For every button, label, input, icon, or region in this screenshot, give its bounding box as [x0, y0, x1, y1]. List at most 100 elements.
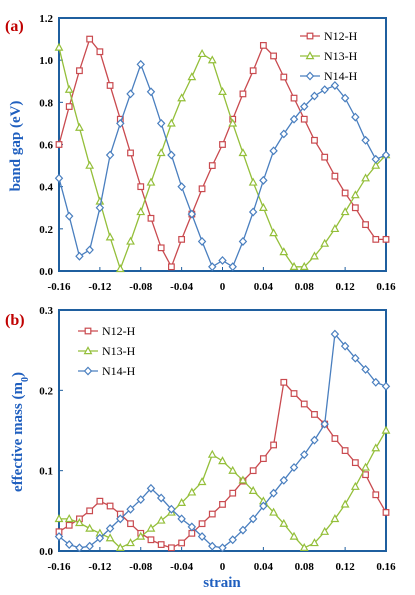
panel-b-y-tick-label: 0.1 — [39, 466, 53, 478]
panel-a-data-point-n12-h — [178, 235, 186, 243]
panel-a-data-point-n13-h — [197, 48, 207, 58]
panel-b-data-point-n14-h — [228, 535, 237, 545]
panel-b-data-point-n12-h — [106, 502, 114, 510]
panel-b-data-point-n12-h — [280, 378, 288, 386]
panel-b-x-tick-label: 0.12 — [336, 561, 356, 573]
panel-a-y-tick-label: 0.2 — [39, 224, 53, 236]
panel-b-data-point-n12-h — [219, 501, 226, 508]
panel-a-data-point-n12-h — [331, 172, 339, 180]
panel-a-x-tick-label: 0.08 — [295, 281, 315, 293]
panel-b-legend-marker-n14-h — [83, 366, 93, 376]
panel-a-data-point-n12-h — [290, 94, 298, 102]
panel-b-data-point-n12-h — [168, 544, 175, 552]
panel-a-data-point-n13-h — [371, 160, 381, 169]
panel-a-data-point-n13-h — [207, 55, 217, 64]
panel-a-legend-label-n14-h: N14-H — [324, 69, 358, 83]
panel-a-y-tick-label: 0.4 — [39, 182, 53, 194]
panel-a-data-point-n13-h — [238, 148, 248, 157]
panel-a-data-point-n14-h — [197, 237, 207, 246]
panel-b-data-point-n12-h — [372, 491, 380, 499]
panel-a-data-point-n13-h — [340, 207, 350, 216]
panel-b-data-point-n12-h — [362, 471, 369, 479]
panel-b-data-point-n14-h — [64, 540, 74, 550]
panel-b-y-axis-label-sub: 0 — [20, 377, 31, 382]
panel-a-data-point-n14-h — [279, 129, 289, 139]
panel-b-data-point-n13-h — [340, 499, 350, 508]
panel-a-data-point-n14-h — [116, 118, 125, 128]
panel-a-data-point-n14-h — [218, 255, 227, 265]
panel-a-data-point-n14-h — [167, 150, 176, 160]
panel-b-data-point-n14-h — [136, 495, 145, 505]
panel-a-data-point-n13-h — [177, 93, 187, 102]
panel-b-legend-marker-n13-h — [83, 346, 93, 355]
panel-b-y-axis-label: effective mass (m0) — [10, 372, 31, 492]
panel-b-y-tick-label: 0.0 — [39, 546, 53, 558]
panel-b-data-point-n13-h — [115, 542, 125, 551]
panel-a-data-point-n12-h — [382, 235, 390, 243]
panel-b-data-point-n13-h — [228, 465, 238, 474]
panel-b-data-point-n14-h — [269, 488, 278, 498]
panel-a-data-point-n14-h — [238, 237, 248, 246]
panel-b-data-point-n12-h — [86, 507, 94, 515]
panel-b-data-point-n14-h — [279, 475, 289, 485]
panel-b-data-point-n13-h — [218, 456, 227, 465]
panel-b-data-point-n14-h — [320, 419, 329, 429]
panel-b-data-point-n13-h — [156, 515, 166, 524]
panel-b-data-point-n13-h — [279, 518, 289, 527]
panel-b-data-point-n12-h — [331, 435, 339, 442]
panel-b-x-tick-label: -0.16 — [48, 561, 71, 573]
panel-a-data-point-n13-h — [115, 264, 125, 273]
panel-b-data-point-n14-h — [381, 381, 391, 391]
panel-b-data-point-n14-h — [289, 462, 299, 472]
panel-b-data-point-n14-h — [197, 532, 207, 542]
panel-b-data-point-n13-h — [320, 526, 330, 535]
panel-b-data-point-n13-h — [381, 425, 391, 434]
panel-a-data-point-n13-h — [187, 72, 197, 81]
panel-b-data-point-n13-h — [197, 477, 207, 486]
panel-b-data-point-n13-h — [289, 531, 299, 540]
panel-a-data-point-n14-h — [177, 182, 186, 192]
panel-b-legend-label-n14-h: N14-H — [102, 364, 136, 378]
panel-a-legend — [292, 22, 382, 80]
panel-b: (b) effective mass (m0) -0.16 -0.12 -0.08-… — [5, 305, 396, 591]
panel-a-x-tick-label: 0.12 — [336, 281, 356, 293]
panel-b-y-tick-label: 0.2 — [39, 385, 53, 397]
panel-b-data-point-n14-h — [361, 364, 370, 374]
panel-b-data-point-n12-h — [198, 520, 206, 528]
panel-a-data-point-n14-h — [136, 59, 145, 69]
panel-b-y-tick-label: 0.3 — [39, 305, 53, 317]
panel-b-data-point-n14-h — [116, 514, 125, 524]
panel-a-data-point-n12-h — [372, 235, 380, 243]
panel-a-data-point-n13-h — [126, 236, 135, 245]
panel-b-data-point-n13-h — [105, 533, 115, 542]
panel-a-x-tick-label: -0.04 — [170, 281, 193, 293]
panel-a-data-point-n12-h — [280, 73, 288, 81]
panel-b-data-point-n14-h — [238, 525, 248, 535]
panel-b-data-point-n12-h — [300, 400, 308, 408]
panel-a-y-tick-label: 0.0 — [39, 266, 53, 278]
panel-b-series-line-n12-h — [58, 380, 387, 549]
panel-b-data-point-n13-h — [54, 514, 64, 523]
panel-a-data-point-n14-h — [289, 114, 299, 124]
panel-b-data-point-n13-h — [361, 462, 370, 471]
panel-b-data-point-n14-h — [351, 353, 360, 363]
panel-a-data-point-n13-h — [146, 177, 156, 186]
panel-a-data-point-n13-h — [85, 160, 95, 169]
panel-a-data-point-n14-h — [248, 207, 258, 217]
panel-b-legend-label-n12-h: N12-H — [102, 324, 136, 338]
panel-a-y-tick-label: 1.2 — [39, 13, 53, 25]
panel-b-data-point-n14-h — [75, 543, 84, 553]
panel-a-data-point-n14-h — [269, 146, 278, 156]
panel-a-data-point-n14-h — [300, 102, 309, 112]
panel-a-x-tick-label: 0.16 — [376, 281, 396, 293]
panel-a-data-point-n12-h — [311, 136, 318, 144]
panel-b-data-point-n13-h — [310, 538, 319, 547]
panel-b-data-point-n13-h — [207, 449, 217, 458]
panel-a-data-point-n13-h — [54, 42, 64, 51]
panel-b-data-point-n14-h — [330, 329, 340, 339]
panel-b-data-point-n13-h — [371, 443, 381, 452]
panel-b-data-point-n13-h — [126, 538, 135, 547]
panel-a-legend-label-n12-h: N12-H — [324, 29, 358, 43]
panel-b-x-tick-label: 0.04 — [254, 561, 274, 573]
panel-b-data-point-n12-h — [208, 510, 216, 518]
